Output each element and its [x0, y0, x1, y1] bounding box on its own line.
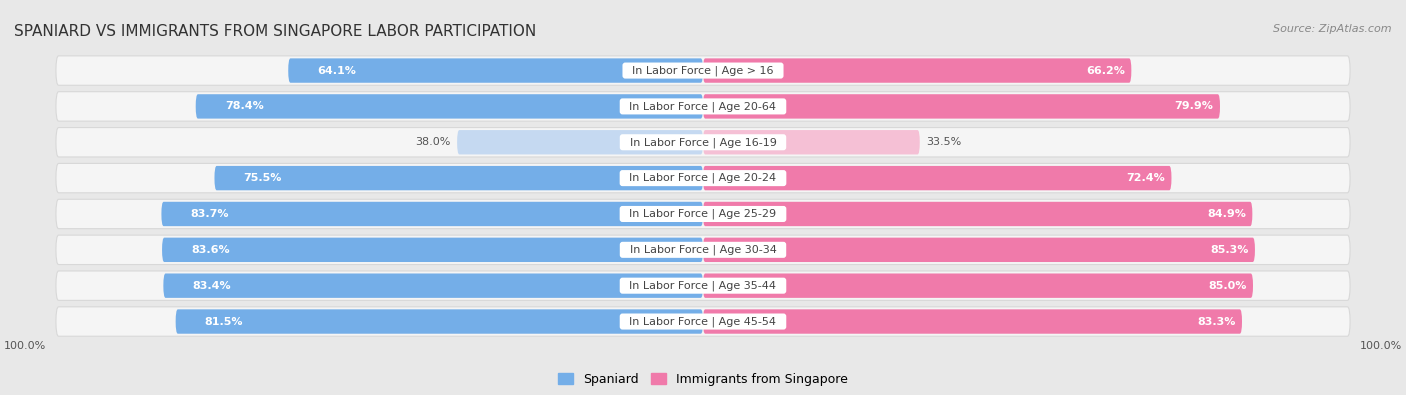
FancyBboxPatch shape [703, 238, 1256, 262]
FancyBboxPatch shape [457, 130, 703, 154]
FancyBboxPatch shape [56, 235, 1350, 265]
FancyBboxPatch shape [703, 273, 1253, 298]
Text: 33.5%: 33.5% [927, 137, 962, 147]
Text: 79.9%: 79.9% [1174, 102, 1213, 111]
Text: 83.4%: 83.4% [193, 281, 231, 291]
FancyBboxPatch shape [703, 202, 1253, 226]
FancyBboxPatch shape [703, 309, 1241, 334]
Text: 83.3%: 83.3% [1197, 316, 1236, 327]
Text: 75.5%: 75.5% [243, 173, 283, 183]
FancyBboxPatch shape [56, 307, 1350, 336]
Text: 85.0%: 85.0% [1208, 281, 1247, 291]
Text: SPANIARD VS IMMIGRANTS FROM SINGAPORE LABOR PARTICIPATION: SPANIARD VS IMMIGRANTS FROM SINGAPORE LA… [14, 24, 536, 39]
Text: 84.9%: 84.9% [1206, 209, 1246, 219]
FancyBboxPatch shape [163, 273, 703, 298]
FancyBboxPatch shape [703, 94, 1220, 118]
Text: 38.0%: 38.0% [415, 137, 451, 147]
FancyBboxPatch shape [56, 56, 1350, 85]
FancyBboxPatch shape [56, 164, 1350, 193]
Text: 85.3%: 85.3% [1211, 245, 1249, 255]
Text: 78.4%: 78.4% [225, 102, 263, 111]
Text: 66.2%: 66.2% [1085, 66, 1125, 75]
Text: 83.7%: 83.7% [191, 209, 229, 219]
Text: 100.0%: 100.0% [4, 341, 46, 351]
FancyBboxPatch shape [162, 238, 703, 262]
FancyBboxPatch shape [703, 130, 920, 154]
Text: 100.0%: 100.0% [1360, 341, 1402, 351]
Text: In Labor Force | Age 35-44: In Labor Force | Age 35-44 [623, 280, 783, 291]
Text: In Labor Force | Age 20-64: In Labor Force | Age 20-64 [623, 101, 783, 112]
Text: In Labor Force | Age 20-24: In Labor Force | Age 20-24 [623, 173, 783, 183]
Text: In Labor Force | Age 16-19: In Labor Force | Age 16-19 [623, 137, 783, 147]
FancyBboxPatch shape [195, 94, 703, 118]
Text: In Labor Force | Age > 16: In Labor Force | Age > 16 [626, 65, 780, 76]
FancyBboxPatch shape [703, 166, 1171, 190]
FancyBboxPatch shape [56, 92, 1350, 121]
FancyBboxPatch shape [703, 58, 1132, 83]
Legend: Spaniard, Immigrants from Singapore: Spaniard, Immigrants from Singapore [553, 368, 853, 391]
FancyBboxPatch shape [215, 166, 703, 190]
Text: 81.5%: 81.5% [205, 316, 243, 327]
FancyBboxPatch shape [56, 199, 1350, 229]
FancyBboxPatch shape [162, 202, 703, 226]
Text: 83.6%: 83.6% [191, 245, 229, 255]
Text: In Labor Force | Age 25-29: In Labor Force | Age 25-29 [623, 209, 783, 219]
FancyBboxPatch shape [288, 58, 703, 83]
FancyBboxPatch shape [176, 309, 703, 334]
FancyBboxPatch shape [56, 271, 1350, 300]
Text: In Labor Force | Age 30-34: In Labor Force | Age 30-34 [623, 245, 783, 255]
Text: Source: ZipAtlas.com: Source: ZipAtlas.com [1274, 24, 1392, 34]
Text: In Labor Force | Age 45-54: In Labor Force | Age 45-54 [623, 316, 783, 327]
Text: 72.4%: 72.4% [1126, 173, 1166, 183]
Text: 64.1%: 64.1% [318, 66, 356, 75]
FancyBboxPatch shape [56, 128, 1350, 157]
